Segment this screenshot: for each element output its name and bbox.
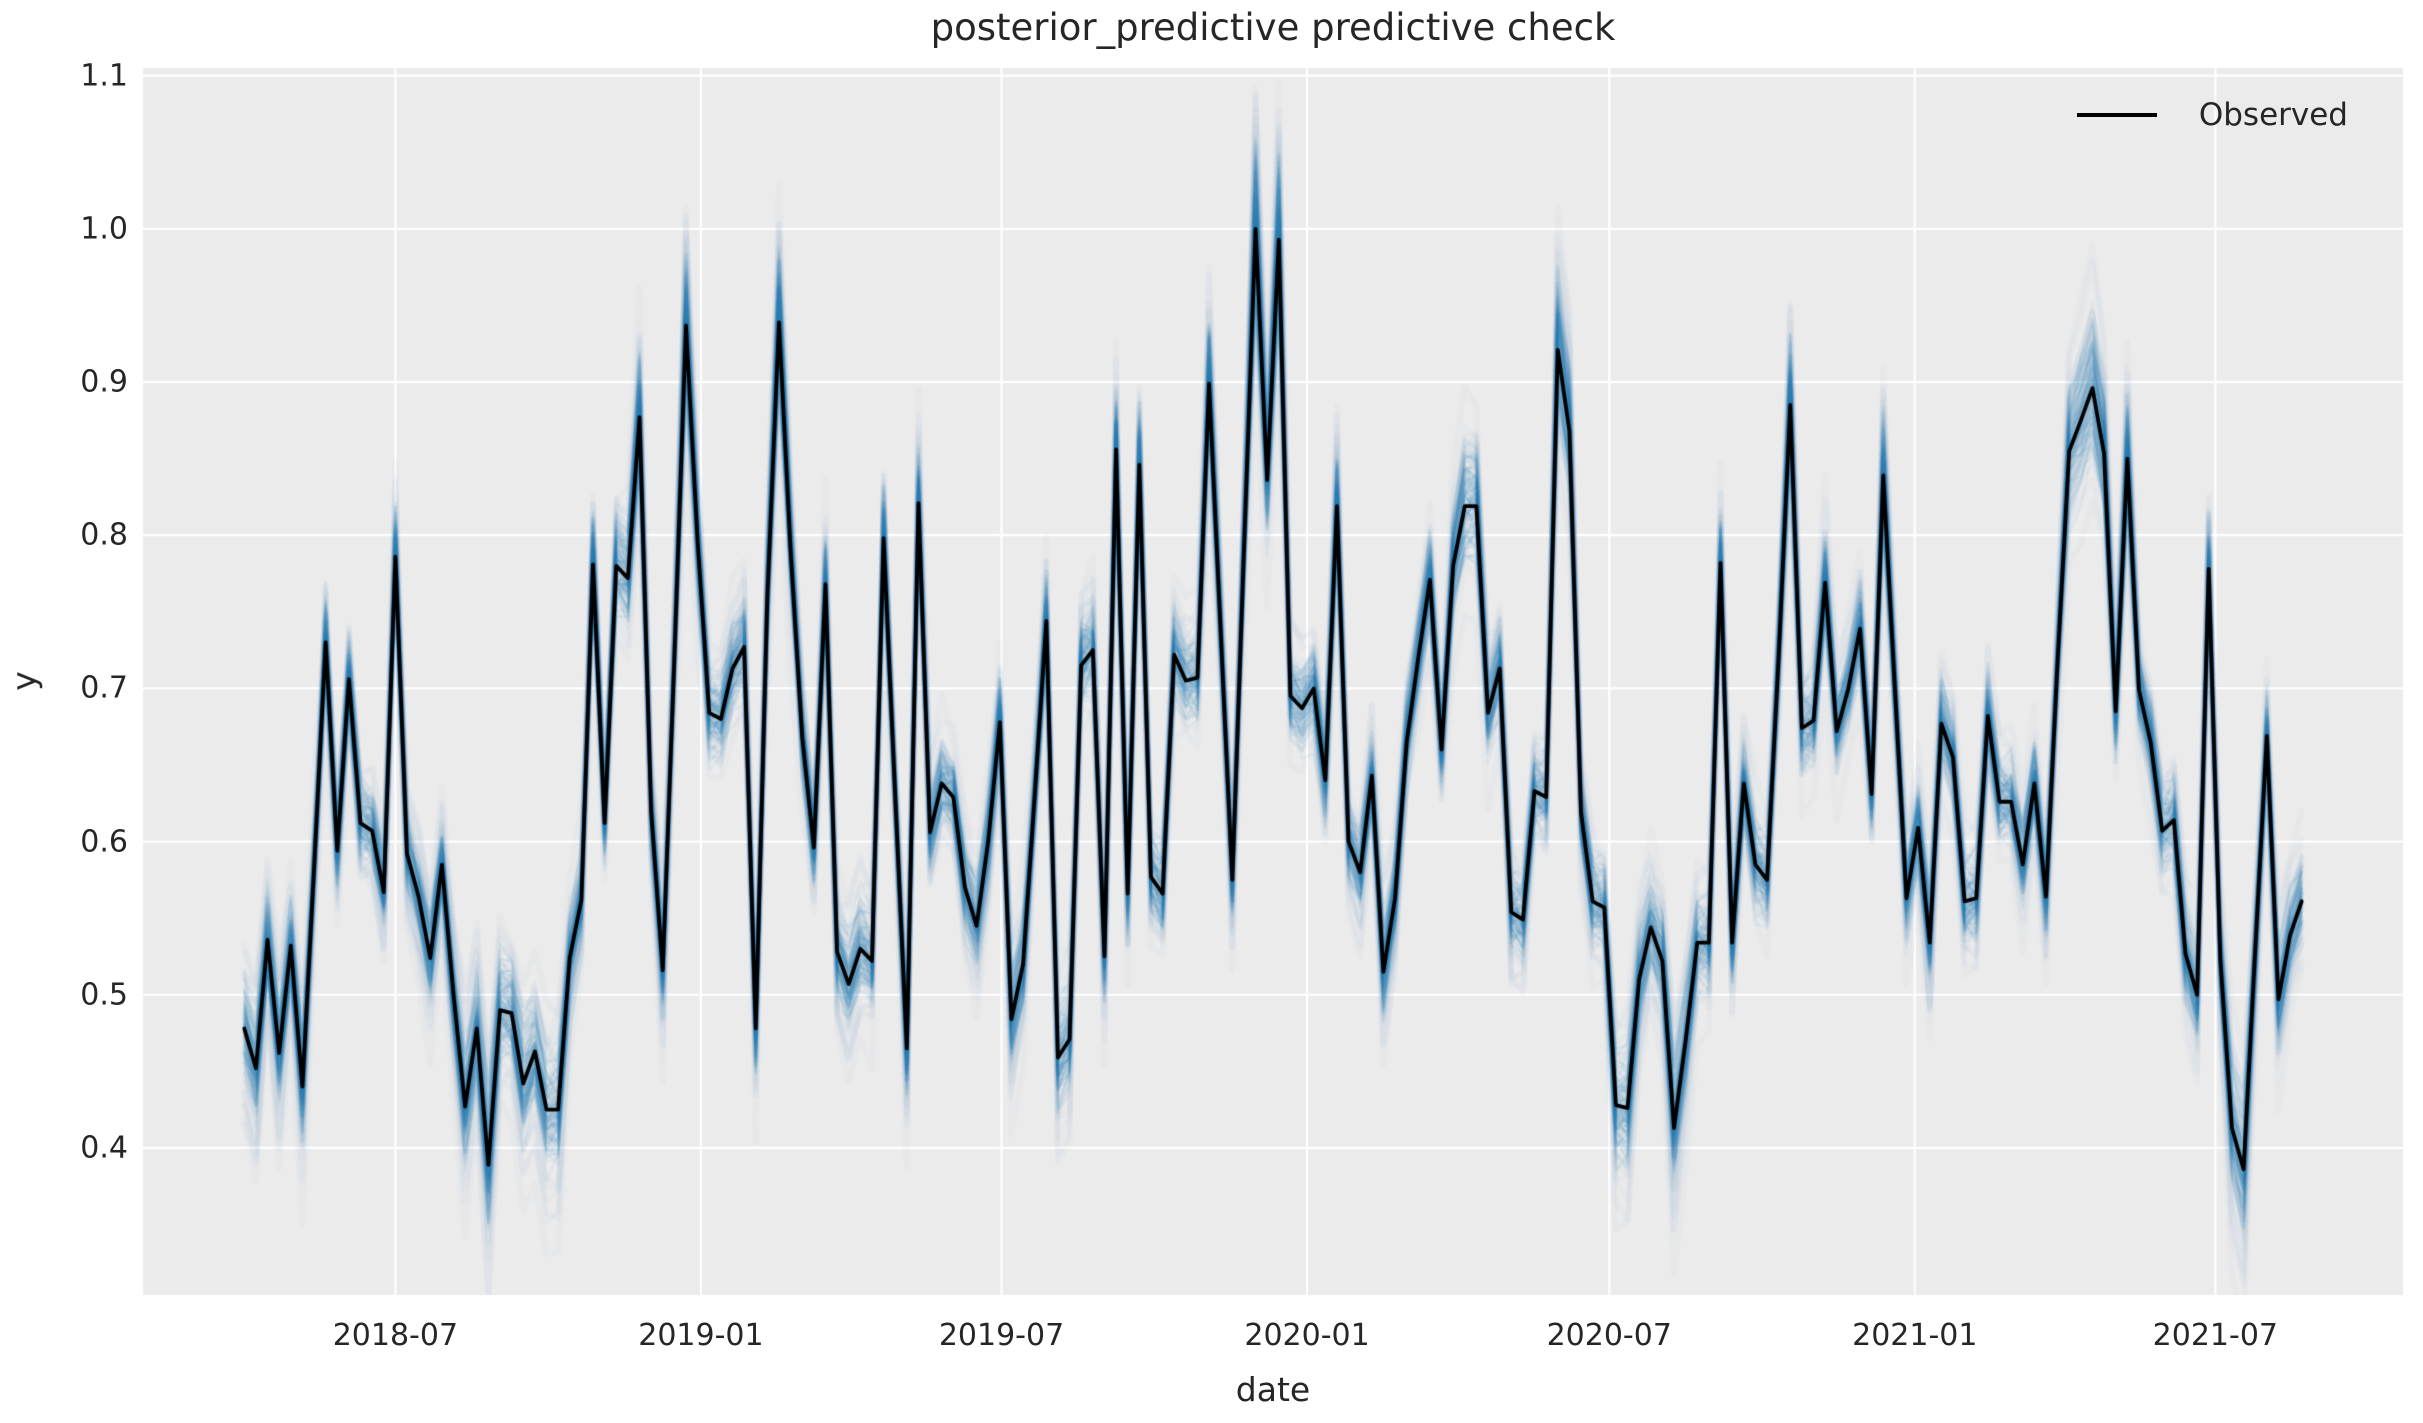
x-tick-label: 2021-07: [2152, 1318, 2279, 1353]
x-tick-label: 2019-07: [938, 1318, 1065, 1353]
x-tick-label: 2020-07: [1546, 1318, 1672, 1353]
y-tick-label: 1.1: [80, 58, 128, 94]
x-axis-label: date: [1235, 1370, 1311, 1409]
y-tick-label: 0.6: [80, 824, 128, 860]
legend-label-observed: Observed: [2198, 97, 2348, 133]
y-axis-label: y: [4, 671, 44, 691]
legend: Observed: [2075, 97, 2348, 133]
x-tick-label: 2018-07: [332, 1318, 459, 1353]
y-tick-label: 0.5: [80, 977, 128, 1013]
x-tick-label: 2020-01: [1244, 1318, 1370, 1353]
y-tick-label: 1.0: [80, 211, 128, 247]
observed-line-sample-icon: [2076, 113, 2157, 117]
y-tick-label: 0.9: [80, 364, 128, 400]
y-tick-label: 0.4: [80, 1130, 128, 1166]
x-tick-label: 2021-01: [1852, 1318, 1978, 1353]
x-tick-label: 2019-01: [638, 1318, 764, 1353]
y-tick-label: 0.7: [80, 670, 128, 706]
y-tick-label: 0.8: [80, 517, 128, 553]
chart-title: posterior_predictive predictive check: [930, 6, 1616, 49]
